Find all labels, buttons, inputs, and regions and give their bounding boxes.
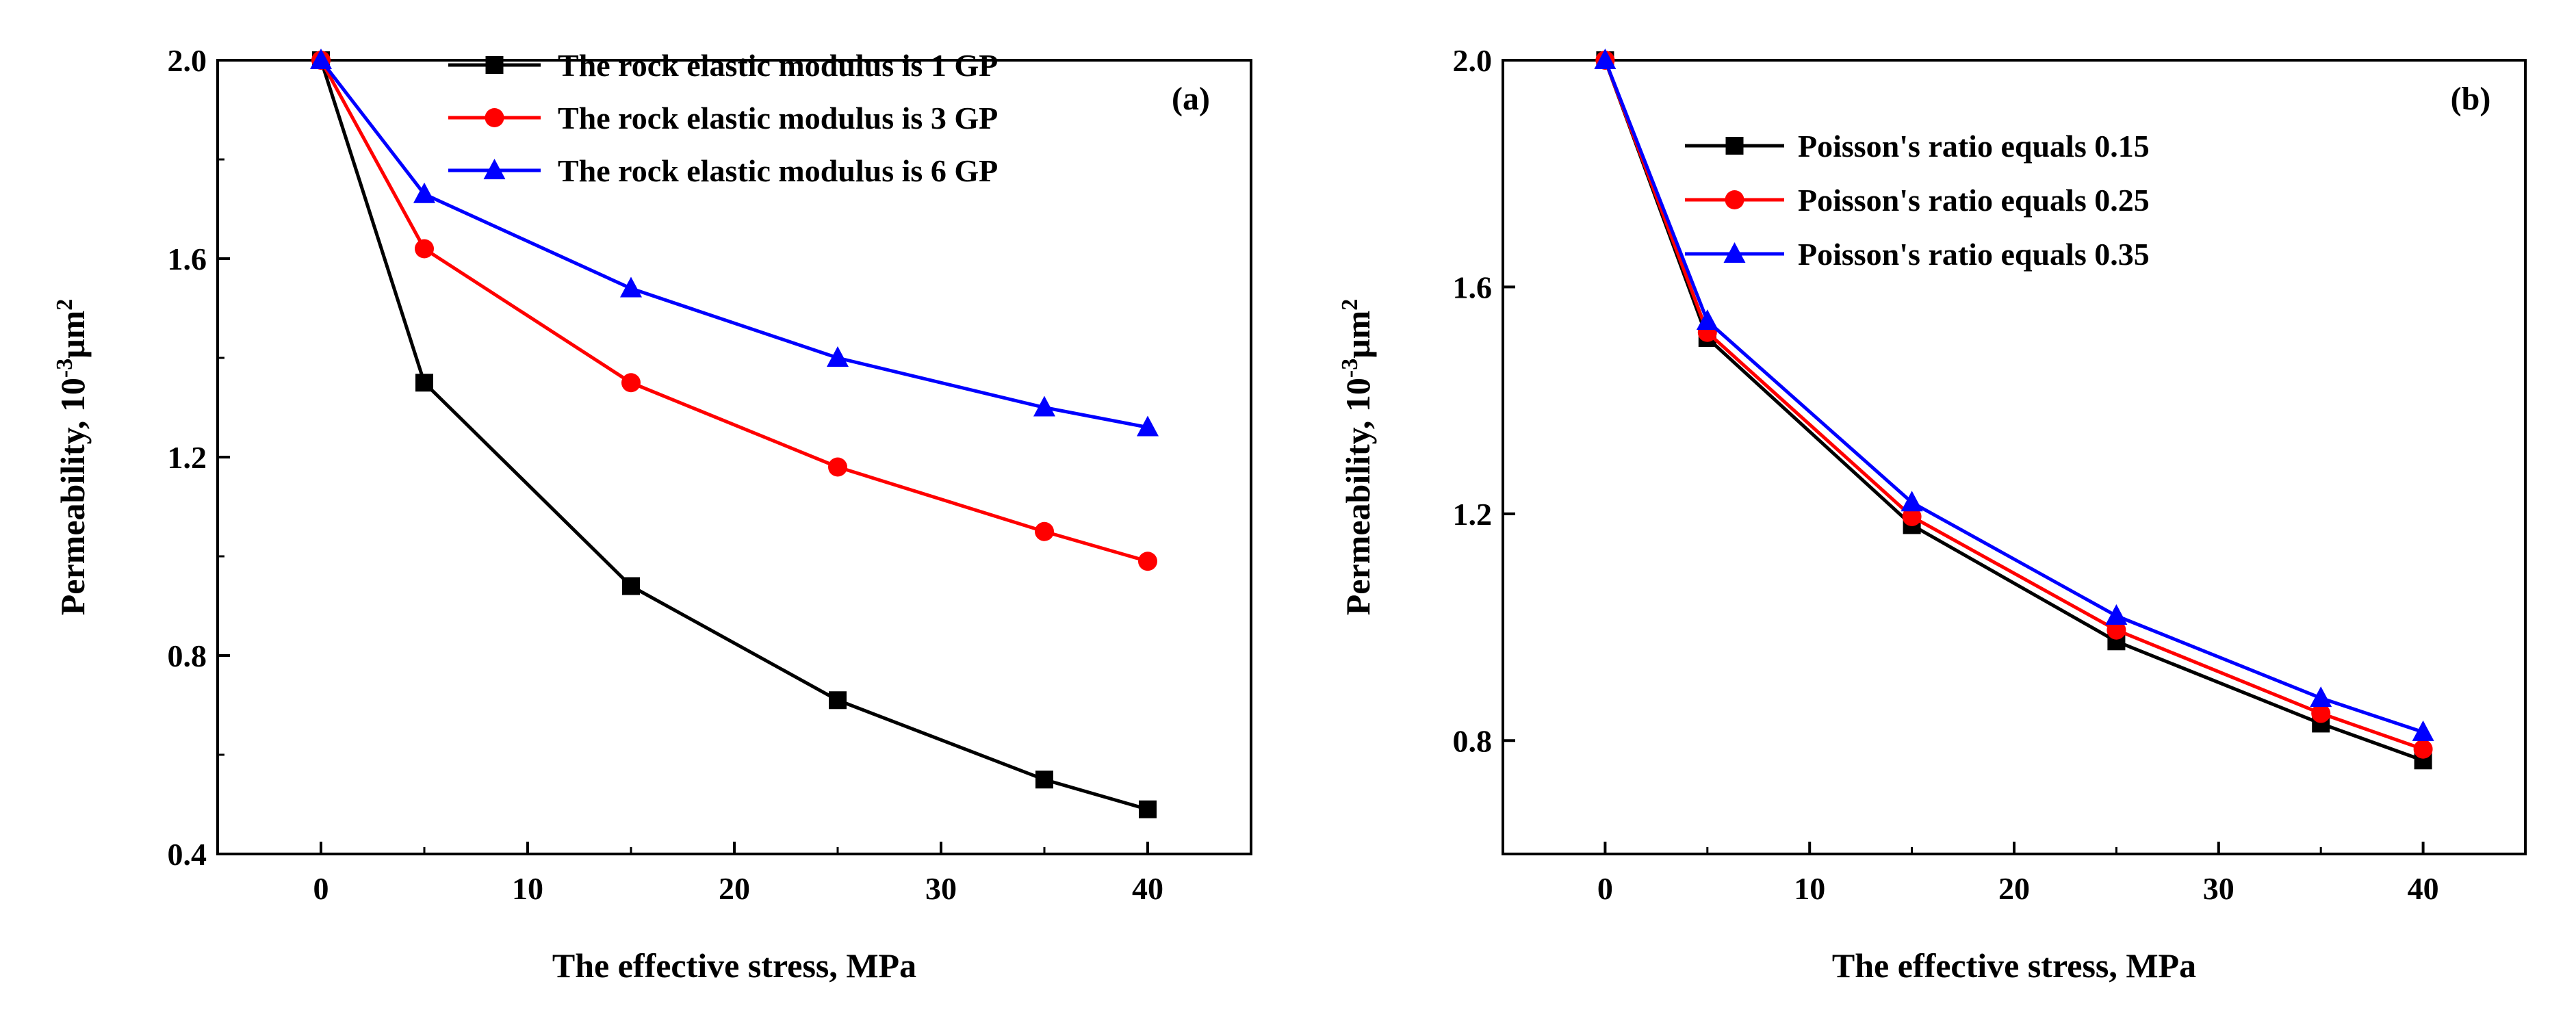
x-axis-title: The effective stress, MPa: [1832, 946, 2196, 985]
data-point-series-3: [620, 276, 642, 298]
y-tick-label: 0.8: [1453, 723, 1493, 758]
x-tick-label: 20: [719, 871, 750, 906]
x-tick-label: 30: [2203, 871, 2234, 906]
data-point-series-2: [1138, 552, 1157, 571]
panel-label: (a): [1172, 81, 1210, 117]
data-point-series-3: [1033, 396, 1055, 417]
panel-label: (b): [2451, 81, 2491, 117]
data-point-series-1: [1035, 771, 1053, 789]
data-point-series-3: [2412, 720, 2434, 741]
series-line-1: [319, 60, 1148, 812]
data-point-series-3: [310, 49, 332, 69]
x-tick-label: 30: [925, 871, 957, 906]
y-axis-title-unit: μm: [53, 311, 92, 359]
data-point-series-3: [1137, 415, 1159, 437]
legend-marker-2: [1725, 190, 1744, 209]
legend-label-2: Poisson's ratio equals 0.25: [1798, 183, 2150, 218]
y-axis-title-unit: μm: [1339, 311, 1377, 359]
legend-marker-3: [1723, 242, 1746, 263]
y-tick-label: 1.6: [1453, 270, 1493, 305]
data-point-series-2: [415, 239, 434, 259]
data-point-series-2: [621, 373, 641, 393]
series-line-3: [320, 59, 1148, 429]
y-axis-title: Permeability, 10-3μm2: [52, 299, 92, 615]
y-axis-title-main: Permeability, 10: [53, 378, 92, 615]
x-tick-label: 40: [2408, 871, 2439, 906]
x-tick-label: 10: [1794, 871, 1825, 906]
y-tick-label: 0.4: [168, 837, 207, 872]
legend-label-1: Poisson's ratio equals 0.15: [1798, 129, 2150, 164]
chart-panel-a: 0 10 20 30 40 0.4 0.8 1.2 1.6 2.0 The effective st…: [52, 43, 1252, 985]
chart-panel-b: 0 10 20 30 40 0.8 1.2 1.6 2.0 The effective stres…: [1337, 43, 2527, 985]
legend-marker-1: [1725, 137, 1744, 155]
data-point-series-1: [829, 691, 847, 710]
legend-label-1: The rock elastic modulus is 1 GP: [558, 48, 998, 83]
y-tick-label: 2.0: [1453, 43, 1493, 78]
data-point-series-1: [622, 577, 640, 595]
data-point-series-2: [1902, 507, 1922, 526]
data-point-series-2: [2311, 703, 2331, 723]
x-tick-label: 0: [1597, 871, 1613, 906]
y-axis-title-unit-exponent: 2: [1337, 299, 1363, 311]
data-point-series-2: [2413, 739, 2433, 759]
data-point-series-3: [1901, 491, 1923, 512]
y-axis-title-exponent: -3: [52, 359, 77, 378]
legend-marker-3: [483, 159, 506, 179]
series-line-2: [1603, 60, 2424, 751]
x-tick-label: 0: [313, 871, 329, 906]
y-tick-label: 2.0: [168, 43, 207, 78]
x-axis-title: The effective stress, MPa: [552, 946, 916, 985]
data-point-series-3: [827, 346, 849, 367]
x-tick-label: 40: [1132, 871, 1163, 906]
y-tick-label: 1.2: [1453, 497, 1493, 532]
x-tick-label: 20: [1998, 871, 2030, 906]
data-point-series-1: [1139, 800, 1157, 818]
data-point-series-3: [1696, 309, 1718, 331]
y-tick-label: 1.6: [168, 242, 207, 276]
data-point-series-2: [828, 457, 847, 477]
data-point-series-2: [2107, 620, 2126, 640]
y-axis-title-main: Permeability, 10: [1339, 378, 1377, 615]
x-tick-label: 10: [512, 871, 543, 906]
legend-label-3: The rock elastic modulus is 6 GP: [558, 153, 998, 188]
data-point-series-2: [1035, 521, 1054, 541]
data-point-series-3: [413, 182, 435, 203]
data-point-series-3: [1594, 49, 1617, 69]
data-point-series-3: [2310, 686, 2332, 708]
y-tick-label: 1.2: [168, 440, 207, 475]
legend-marker-1: [485, 56, 504, 74]
y-axis-title: Permeability, 10-3μm2: [1337, 299, 1378, 615]
y-tick-label: 0.8: [168, 638, 207, 673]
data-point-series-3: [2105, 604, 2128, 625]
legend-label-3: Poisson's ratio equals 0.35: [1798, 237, 2150, 272]
y-axis-title-unit-exponent: 2: [52, 299, 77, 311]
series-line-3: [1603, 60, 2424, 734]
data-point-series-1: [415, 374, 433, 392]
legend-label-2: The rock elastic modulus is 3 GP: [558, 101, 998, 135]
legend-marker-2: [485, 108, 504, 127]
y-axis-title-exponent: -3: [1337, 359, 1363, 378]
series-line-2: [319, 59, 1148, 563]
